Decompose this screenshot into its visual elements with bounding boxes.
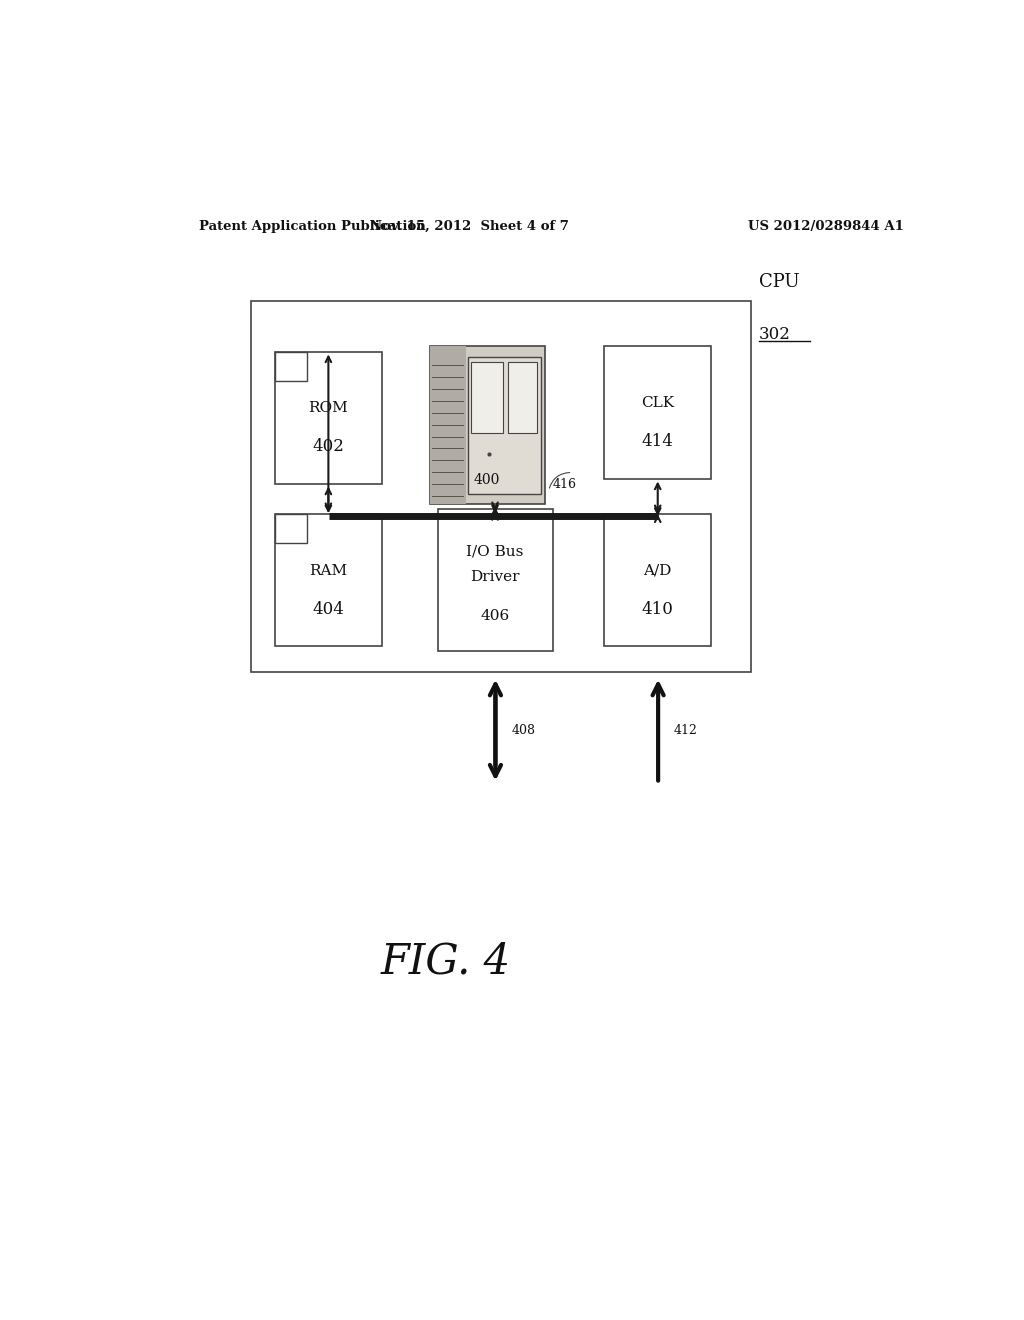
Text: A/D: A/D: [643, 564, 672, 578]
Text: RAM: RAM: [309, 564, 347, 578]
Text: 404: 404: [312, 601, 344, 618]
Text: ROM: ROM: [308, 401, 348, 416]
Text: 416: 416: [553, 478, 577, 491]
Text: CPU: CPU: [759, 272, 800, 290]
Text: Patent Application Publication: Patent Application Publication: [200, 220, 426, 234]
Bar: [274, 351, 307, 380]
Text: CLK: CLK: [641, 396, 674, 411]
Text: 410: 410: [642, 601, 674, 618]
Text: Driver: Driver: [470, 570, 520, 585]
Text: US 2012/0289844 A1: US 2012/0289844 A1: [749, 220, 904, 234]
Text: Nov. 15, 2012  Sheet 4 of 7: Nov. 15, 2012 Sheet 4 of 7: [370, 220, 568, 234]
Bar: [604, 346, 712, 479]
Text: FIG. 4: FIG. 4: [380, 940, 511, 982]
Text: 302: 302: [759, 326, 791, 343]
Bar: [251, 301, 751, 672]
Bar: [274, 513, 307, 544]
Text: 412: 412: [674, 723, 698, 737]
Text: 402: 402: [312, 438, 344, 455]
Bar: [274, 351, 382, 483]
Bar: [430, 346, 466, 504]
Bar: [468, 356, 542, 494]
Text: 400: 400: [474, 474, 501, 487]
Text: 406: 406: [480, 609, 510, 623]
Text: I/O Bus: I/O Bus: [466, 545, 523, 558]
Bar: [604, 515, 712, 647]
Bar: [430, 346, 545, 504]
Text: 408: 408: [511, 723, 536, 737]
Bar: [437, 510, 553, 651]
Text: 414: 414: [642, 433, 674, 450]
Bar: [274, 515, 382, 647]
Bar: [508, 362, 537, 433]
Bar: [471, 362, 503, 433]
